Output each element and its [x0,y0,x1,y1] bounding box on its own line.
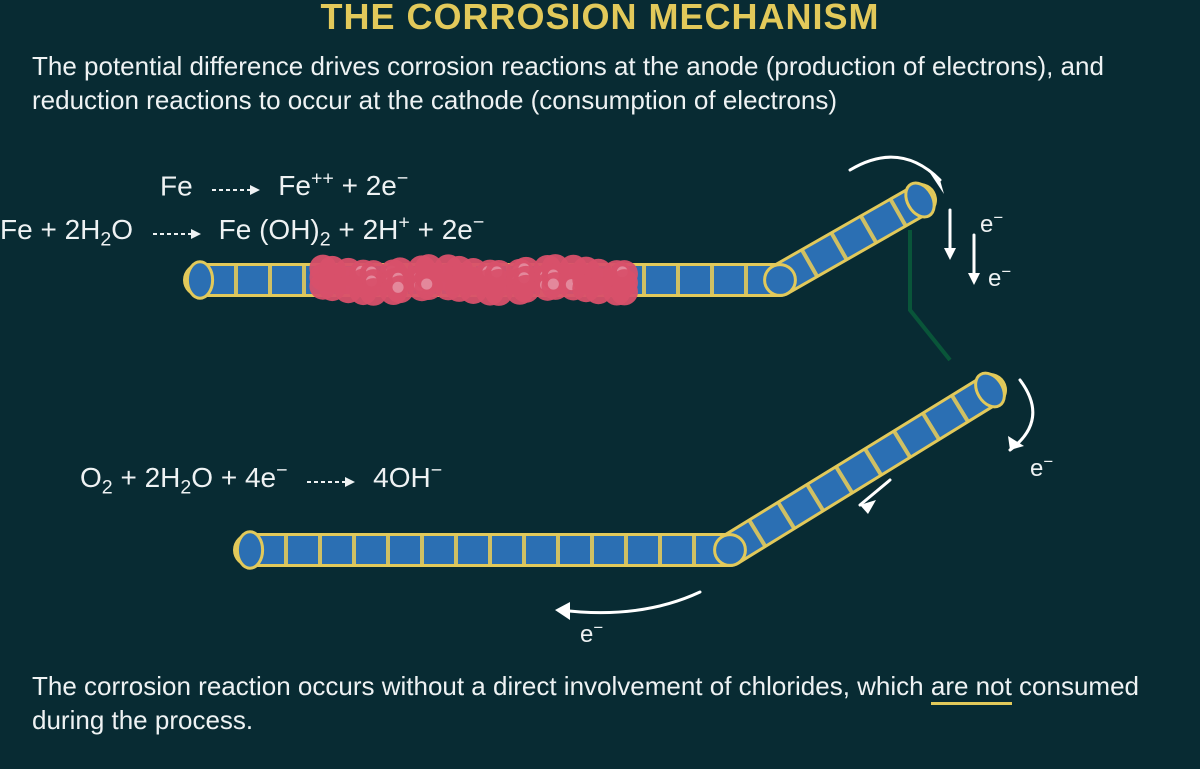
eq-lhs: Fe + 2H2O [0,214,133,245]
footer-paragraph: The corrosion reaction occurs without a … [32,670,1172,738]
electron-label: e− [980,208,1003,239]
page-title: THE CORROSION MECHANISM [0,0,1200,38]
intro-paragraph: The potential difference drives corrosio… [32,50,1172,118]
electron-label: e− [580,618,603,649]
footer-underlined: are not [931,671,1012,705]
electron-label: e− [1030,452,1053,483]
footer-pre: The corrosion reaction occurs without a … [32,671,931,701]
equation-anode-1: Fe Fe++ + 2e− [160,168,408,204]
reaction-arrow-icon [151,216,201,248]
rebar-cathode-diagram [250,400,1070,660]
electron-label: e− [988,262,1011,293]
eq-rhs: Fe++ + 2e− [278,170,408,201]
reaction-arrow-icon [210,172,260,204]
eq-lhs: Fe [160,170,193,201]
